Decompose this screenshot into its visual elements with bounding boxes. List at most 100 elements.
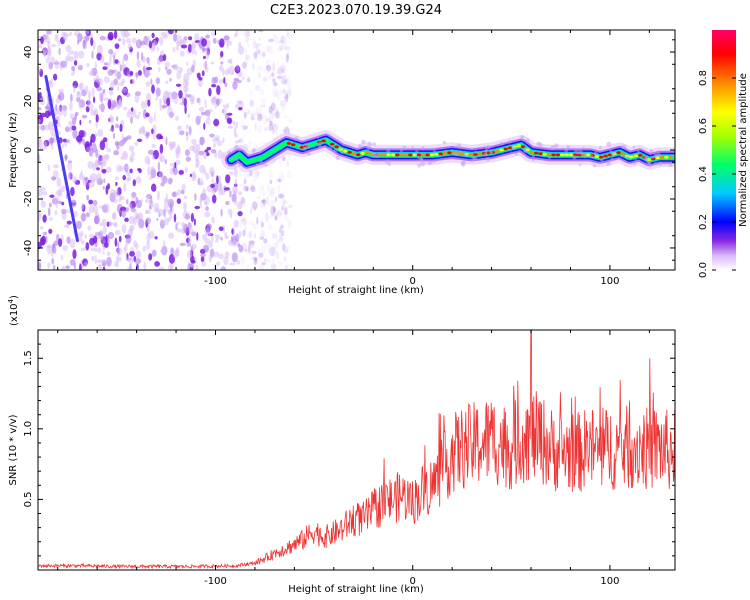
noise-blob [148,253,153,261]
noise-blob [265,212,269,223]
noise-blob [164,61,171,67]
noise-blob [204,49,210,60]
noise-blob [39,213,42,218]
noise-blob [271,87,277,97]
noise-blob [118,197,122,203]
noise-blob [284,264,289,270]
noise-blob [210,234,214,243]
noise-blob [222,104,229,108]
noise-blob [276,70,280,74]
noise-blob [222,137,225,144]
noise-blob [245,186,249,192]
noise-blob [255,169,260,179]
noise-blob [81,114,88,119]
noise-blob [41,235,46,246]
ridge-halo [414,153,417,156]
noise-blob [136,59,141,68]
noise-blob [119,123,123,132]
noise-blob [268,64,271,74]
noise-blob [251,201,258,210]
noise-blob [116,247,123,256]
noise-blob [188,236,192,246]
noise-blob [142,245,147,252]
ytick-label: 0 [23,147,34,153]
noise-blob [199,198,203,209]
noise-blob [207,113,210,118]
noise-blob [91,142,97,153]
ridge-halo [235,157,240,162]
noise-blob [281,205,284,212]
noise-blob [249,187,256,192]
ridge-halo [486,157,490,162]
noise-blob [160,182,165,187]
noise-blob [106,166,112,173]
noise-blob [79,119,82,126]
ridge-halo [428,161,432,166]
noise-blob [69,238,76,249]
noise-blob [179,50,185,57]
noise-blob [58,47,61,56]
noise-blob [88,233,95,239]
noise-blob [260,244,267,255]
noise-blob [38,261,42,270]
noise-blob [116,255,119,264]
noise-blob [104,242,109,248]
noise-blob [38,140,43,149]
snr-line [38,330,675,570]
noise-blob [107,31,114,41]
ridge-halo [456,143,462,148]
noise-blob [268,246,275,256]
noise-blob [223,106,227,116]
ridge-halo [471,157,476,161]
noise-blob [185,156,191,162]
ridge-halo [632,161,637,165]
noise-blob [206,231,212,237]
noise-blob [66,220,72,225]
noise-blob [281,129,287,133]
noise-blob [284,78,288,84]
noise-blob [129,224,135,231]
noise-blob [90,247,97,252]
noise-blob [64,141,68,147]
noise-blob [276,209,281,216]
noise-blob [108,55,112,66]
noise-blob [283,65,288,74]
ridge-core [360,151,365,155]
noise-blob [283,256,287,262]
noise-blob [239,183,244,187]
ytick-label: 1.5 [23,350,34,366]
noise-blob [270,186,276,194]
ridge-halo [634,158,637,162]
noise-blob [276,107,279,114]
noise-blob [134,114,141,120]
noise-blob [48,137,55,144]
noise-blob [180,189,185,195]
noise-blob [127,176,132,182]
ridge-core [499,148,504,152]
noise-blob [239,30,247,36]
noise-blob [246,263,250,270]
noise-blob [267,45,273,55]
noise-blob [235,104,239,109]
noise-blob [182,223,187,229]
ridge-halo [521,139,525,142]
noise-blob [210,61,215,65]
noise-blob [249,221,255,226]
noise-blob [237,191,243,196]
noise-blob [95,75,100,79]
noise-blob [98,153,101,164]
noise-blob [188,226,194,235]
noise-blob [171,191,177,198]
noise-blob [268,74,271,80]
noise-blob [151,143,156,149]
noise-blob [171,94,175,102]
noise-blob [206,146,212,151]
noise-blob [270,205,276,216]
noise-blob [252,61,255,71]
noise-blob [157,161,161,172]
ridge-halo [647,161,651,165]
noise-blob [268,112,275,119]
noise-blob [65,265,71,270]
ridge-halo [671,154,674,158]
